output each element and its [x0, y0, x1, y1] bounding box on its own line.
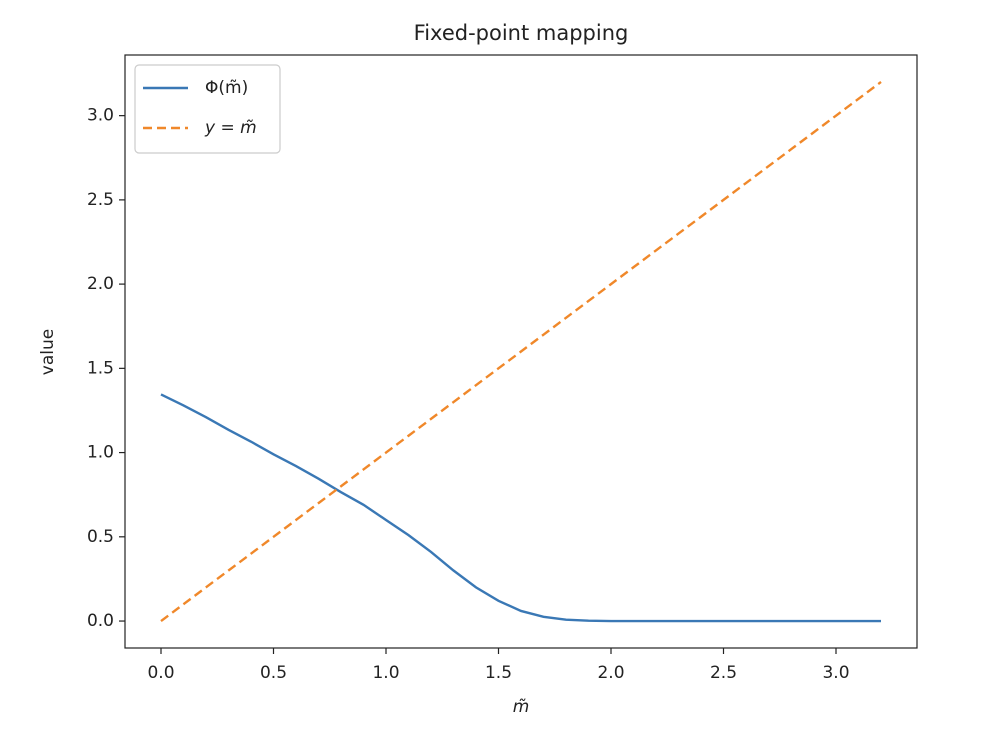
- x-tick-label: 2.0: [597, 663, 624, 683]
- y-tick-label: 3.0: [87, 106, 114, 126]
- y-tick-label: 2.5: [87, 190, 114, 210]
- y-tick-label: 0.5: [87, 527, 114, 547]
- legend-label: y = m̃: [204, 118, 257, 138]
- x-tick-label: 0.0: [147, 663, 174, 683]
- y-axis-label: value: [38, 329, 58, 375]
- x-tick-label: 1.0: [372, 663, 399, 683]
- series-line: [160, 393, 881, 623]
- x-axis-label: m̃: [513, 697, 530, 717]
- plot-frame: [124, 54, 918, 649]
- y-tick-label: 1.0: [87, 443, 114, 463]
- y-tick-label: 1.5: [87, 358, 114, 378]
- y-tick-label: 0.0: [87, 611, 114, 631]
- chart-title: Fixed-point mapping: [414, 21, 629, 45]
- legend: Φ(m̃) y = m̃: [134, 64, 281, 154]
- x-tick-label: 2.5: [710, 663, 737, 683]
- x-tick-label: 1.5: [485, 663, 512, 683]
- legend-label: Φ(m̃): [205, 78, 248, 98]
- series-line: [160, 80, 882, 623]
- x-tick-label: 3.0: [822, 663, 849, 683]
- y-tick-label: 2.0: [87, 274, 114, 294]
- x-tick-label: 0.5: [260, 663, 287, 683]
